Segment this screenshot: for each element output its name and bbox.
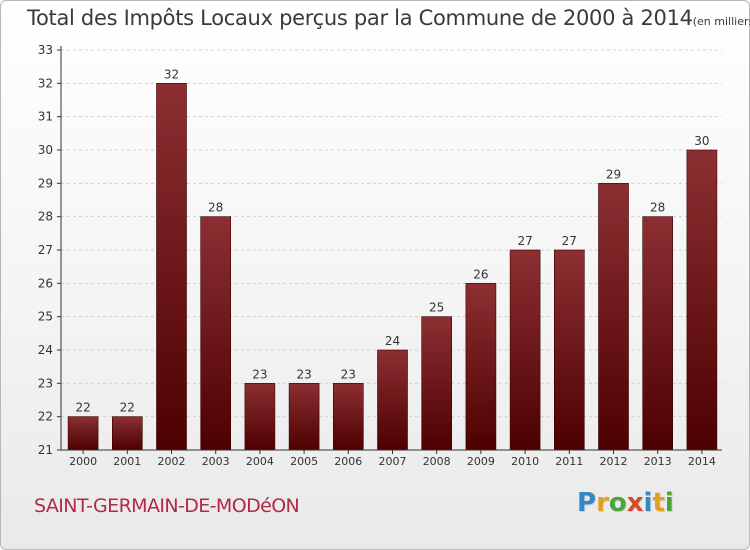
data-label: 30 [694, 134, 709, 148]
y-tick-label: 27 [38, 243, 53, 257]
commune-name: SAINT-GERMAIN-DE-MODéON [34, 495, 300, 517]
bar [332, 383, 364, 451]
data-label: 27 [517, 234, 532, 248]
x-tick-label: 2005 [290, 455, 318, 468]
bar [598, 183, 629, 451]
bar [67, 416, 99, 451]
x-tick-label: 2007 [379, 455, 407, 468]
x-tick-label: 2013 [644, 455, 672, 468]
y-tick-label: 28 [38, 210, 53, 224]
x-tick-label: 2006 [334, 455, 362, 468]
y-tick-label: 30 [38, 143, 53, 157]
data-label: 26 [473, 267, 488, 281]
bar [244, 383, 276, 451]
x-tick-label: 2008 [423, 455, 451, 468]
x-tick-label: 2001 [113, 455, 141, 468]
x-tick-label: 2000 [69, 455, 97, 468]
y-tick-label: 25 [38, 310, 53, 324]
bar [288, 383, 320, 451]
data-label: 23 [252, 367, 267, 381]
x-tick-label: 2010 [511, 455, 539, 468]
logo-letter: i [643, 488, 653, 518]
data-label: 32 [164, 67, 179, 81]
proxiti-logo: Proxiti [577, 488, 674, 518]
chart-title: Total des Impôts Locaux perçus par la Co… [27, 6, 750, 30]
bar [112, 416, 143, 451]
x-tick-label: 2014 [688, 455, 716, 468]
logo-letter: t [652, 488, 665, 518]
logo-letter: i [664, 488, 674, 518]
data-label: 25 [429, 301, 444, 315]
x-tick-label: 2009 [467, 455, 495, 468]
logo-letter: r [596, 488, 609, 518]
y-tick-label: 26 [38, 276, 53, 290]
y-tick-label: 32 [38, 76, 53, 90]
data-label: 27 [562, 234, 577, 248]
data-label: 22 [120, 401, 135, 415]
bar [200, 216, 231, 451]
data-label: 28 [650, 201, 665, 215]
bar [421, 316, 453, 451]
y-tick-label: 31 [38, 110, 53, 124]
logo-letter: P [577, 488, 597, 518]
bar [553, 249, 585, 451]
bar [642, 216, 674, 451]
x-tick-label: 2012 [600, 455, 628, 468]
x-tick-label: 2004 [246, 455, 274, 468]
y-tick-label: 22 [38, 410, 53, 424]
bar [465, 283, 497, 451]
logo-letter: x [626, 488, 644, 518]
chart-title-main: Total des Impôts Locaux perçus par la Co… [27, 6, 693, 30]
y-tick-label: 33 [38, 43, 53, 57]
x-tick-label: 2011 [555, 455, 583, 468]
data-label: 29 [606, 167, 621, 181]
data-label: 28 [208, 201, 223, 215]
data-label: 24 [385, 334, 400, 348]
y-tick-label: 29 [38, 176, 53, 190]
bar [156, 83, 187, 451]
data-label: 22 [75, 401, 90, 415]
x-tick-label: 2003 [202, 455, 230, 468]
logo-letter: o [608, 488, 627, 518]
data-label: 23 [296, 367, 311, 381]
y-tick-label: 21 [38, 443, 53, 457]
data-label: 23 [341, 367, 356, 381]
bar [686, 149, 718, 451]
y-tick-label: 24 [38, 343, 53, 357]
chart-title-unit: (en milliers d'€) [692, 15, 750, 28]
y-tick-label: 23 [38, 376, 53, 390]
bar [377, 349, 408, 451]
bar [509, 249, 541, 451]
x-tick-label: 2002 [158, 455, 186, 468]
